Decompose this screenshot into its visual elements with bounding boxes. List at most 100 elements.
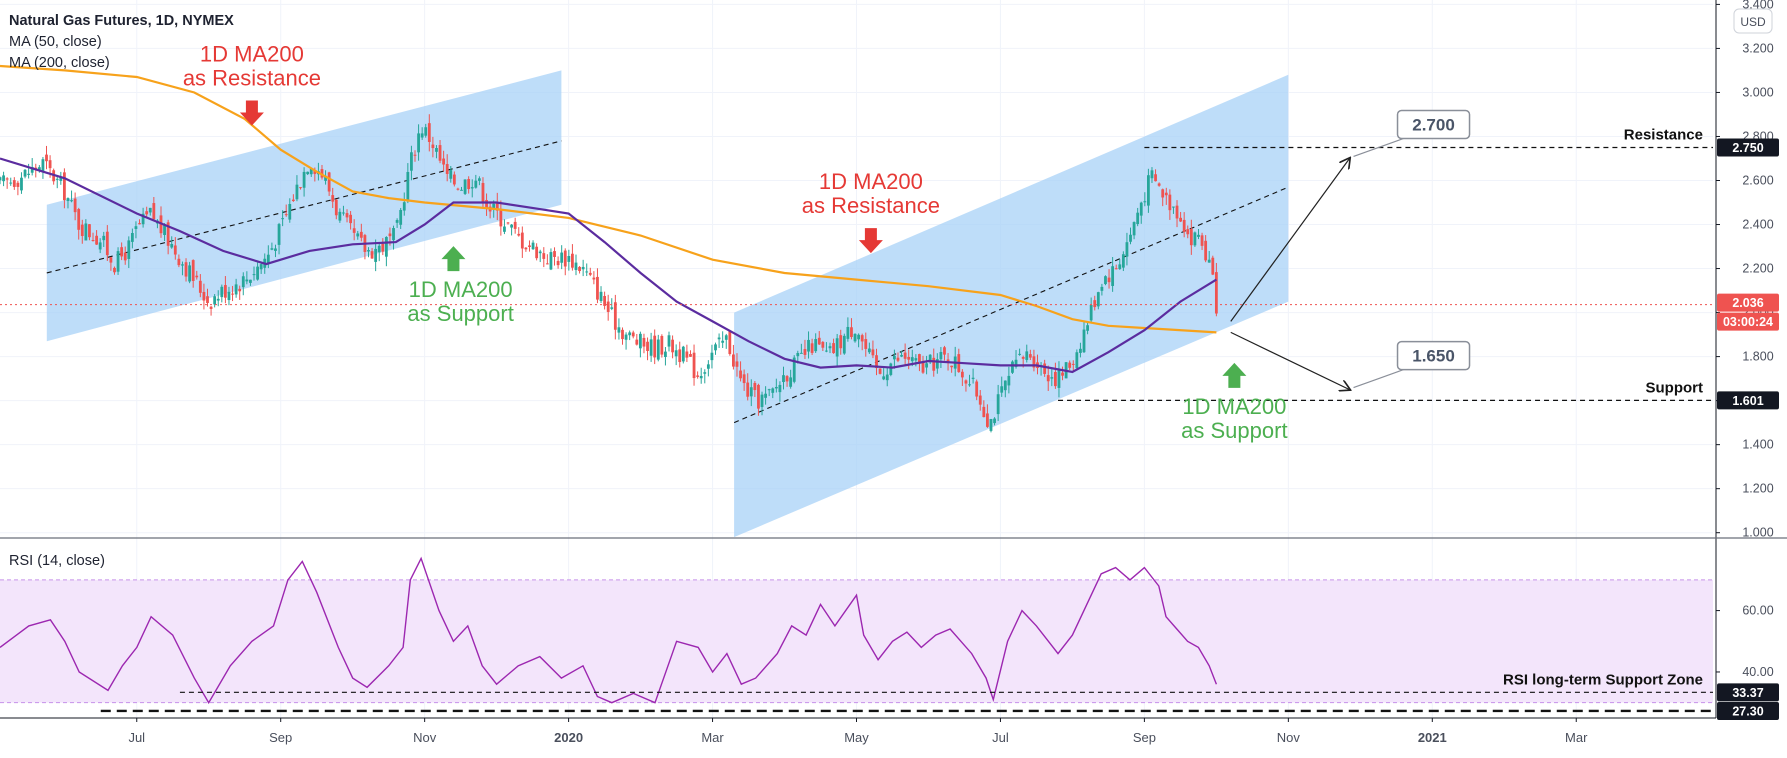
rsi-support-zone-top-label: RSI long-term Support Zone bbox=[1503, 671, 1703, 688]
candle bbox=[767, 388, 771, 397]
candle bbox=[839, 329, 843, 355]
candle bbox=[896, 352, 900, 363]
resistance-label: Resistance bbox=[1624, 126, 1703, 143]
candle bbox=[1011, 360, 1014, 374]
candle-body bbox=[359, 231, 363, 238]
candle-body bbox=[234, 284, 238, 295]
candle-body bbox=[528, 245, 531, 247]
candle bbox=[1161, 188, 1165, 207]
candle bbox=[452, 171, 456, 187]
candle-body bbox=[467, 179, 471, 190]
candle bbox=[1053, 362, 1057, 389]
candle bbox=[406, 163, 410, 204]
legend-rsi: RSI (14, close) bbox=[9, 553, 105, 569]
candle bbox=[1082, 322, 1086, 353]
candle bbox=[599, 286, 603, 304]
candle-body bbox=[1025, 351, 1029, 360]
candle-body bbox=[1007, 375, 1011, 386]
candle-body bbox=[1061, 372, 1064, 376]
candle-body bbox=[538, 251, 542, 254]
candle bbox=[80, 219, 84, 244]
candle bbox=[370, 247, 374, 259]
candle bbox=[45, 145, 48, 170]
candle-body bbox=[402, 202, 406, 211]
candle-body bbox=[485, 200, 488, 208]
candle bbox=[438, 140, 442, 164]
candle bbox=[1000, 376, 1004, 397]
candle bbox=[814, 333, 818, 353]
candle bbox=[442, 150, 446, 172]
candle bbox=[399, 207, 403, 229]
candle bbox=[835, 333, 839, 366]
candle-body bbox=[907, 356, 911, 360]
candle-body bbox=[227, 291, 231, 301]
candle-body bbox=[102, 235, 106, 241]
candle-body bbox=[732, 354, 735, 367]
candle bbox=[1068, 360, 1072, 371]
candle bbox=[674, 344, 678, 366]
candle-body bbox=[223, 285, 227, 298]
y-tick-label: 2.600 bbox=[1742, 174, 1773, 188]
candle-body bbox=[653, 335, 657, 358]
ma200-support-2-arrow bbox=[1222, 362, 1247, 388]
candle bbox=[259, 262, 263, 274]
candle-body bbox=[302, 171, 306, 188]
candle bbox=[1100, 283, 1104, 296]
candle bbox=[1050, 369, 1054, 387]
legend: Natural Gas Futures, 1D, NYMEX MA (50, c… bbox=[9, 13, 234, 569]
candle-body bbox=[477, 178, 481, 181]
rsi-tick-label: 40.00 bbox=[1742, 665, 1773, 679]
candle-body bbox=[342, 212, 345, 214]
candle bbox=[123, 246, 127, 265]
candle-body bbox=[567, 255, 571, 262]
candle bbox=[456, 187, 460, 191]
candle bbox=[978, 390, 982, 411]
candle-body bbox=[706, 364, 710, 369]
candle bbox=[141, 207, 145, 228]
candle-body bbox=[313, 170, 317, 174]
currency-button[interactable]: USD bbox=[1733, 8, 1773, 34]
candle bbox=[971, 368, 975, 384]
candle-body bbox=[585, 271, 589, 273]
candle bbox=[699, 367, 703, 384]
candle bbox=[274, 244, 277, 258]
candle bbox=[667, 331, 671, 352]
candle bbox=[825, 342, 828, 353]
candle-body bbox=[553, 251, 556, 257]
candle-body bbox=[753, 382, 757, 391]
candle-body bbox=[184, 262, 188, 277]
candle bbox=[1061, 366, 1064, 381]
x-tick-label: 2021 bbox=[1418, 730, 1447, 745]
resistance-value: 2.750 bbox=[1732, 141, 1763, 155]
candle bbox=[377, 243, 381, 262]
candle bbox=[503, 219, 506, 235]
candle-body bbox=[850, 327, 853, 338]
candle-body bbox=[699, 375, 703, 379]
candle bbox=[470, 179, 474, 198]
candle bbox=[742, 369, 746, 391]
y-tick-label: 1.000 bbox=[1742, 526, 1773, 540]
candle bbox=[485, 193, 488, 216]
candle-body bbox=[560, 252, 564, 263]
candle bbox=[717, 333, 721, 348]
candle bbox=[578, 266, 581, 274]
candle bbox=[574, 254, 578, 276]
candle bbox=[928, 354, 932, 364]
candle bbox=[649, 332, 653, 362]
candle bbox=[932, 348, 936, 377]
candle-body bbox=[814, 339, 818, 352]
candle bbox=[581, 259, 585, 277]
candle-body bbox=[910, 357, 914, 362]
ma200-support-1-line1: 1D MA200 bbox=[409, 277, 513, 302]
candle bbox=[356, 230, 360, 240]
candle bbox=[173, 237, 177, 260]
candle-body bbox=[574, 262, 578, 271]
candle bbox=[374, 239, 378, 272]
candle-body bbox=[739, 370, 742, 379]
candle-body bbox=[635, 339, 639, 345]
candle bbox=[1121, 251, 1125, 272]
candle-body bbox=[109, 257, 113, 263]
